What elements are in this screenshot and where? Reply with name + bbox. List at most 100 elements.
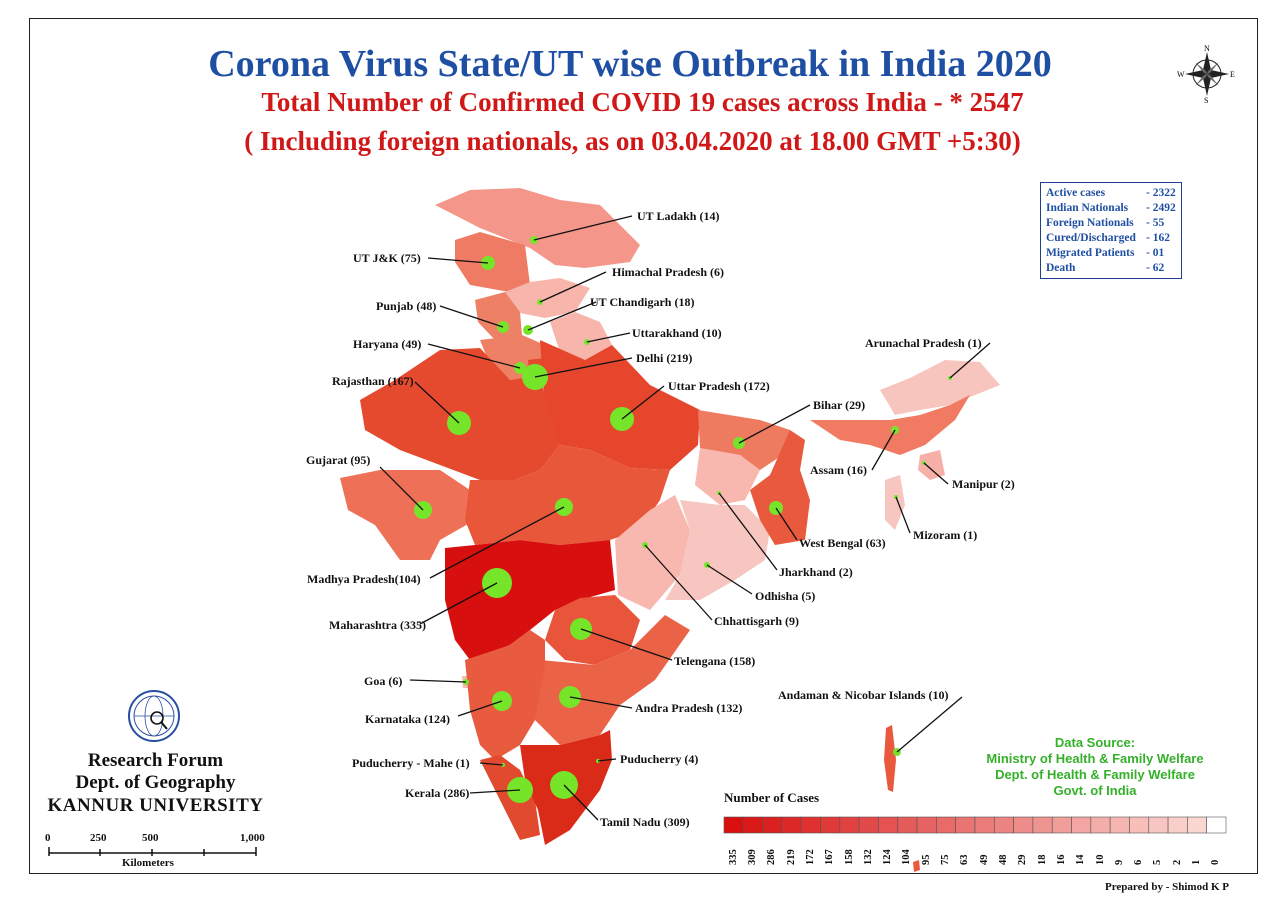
region-jharkhand bbox=[695, 448, 760, 505]
legend-label: 0 bbox=[1210, 859, 1222, 865]
legend-label: 9 bbox=[1113, 859, 1125, 865]
compass-s: S bbox=[1204, 96, 1208, 105]
region-assam bbox=[810, 395, 970, 455]
label-rajasthan: Rajasthan (167) bbox=[332, 374, 414, 388]
legend-cell bbox=[1167, 816, 1188, 834]
label-himachal: Himachal Pradesh (6) bbox=[612, 265, 724, 279]
scale-tick-1000: 1,000 bbox=[240, 832, 265, 844]
legend-label: 132 bbox=[862, 849, 874, 865]
legend-label: 10 bbox=[1094, 854, 1106, 866]
legend-cell bbox=[955, 816, 976, 834]
legend-cell bbox=[936, 816, 956, 834]
label-arunachal: Arunachal Pradesh (1) bbox=[865, 336, 982, 350]
label-mahe: Puducherry - Mahe (1) bbox=[352, 756, 470, 770]
label-west-bengal: West Bengal (63) bbox=[799, 536, 886, 550]
stat-row: Death - 62 bbox=[1046, 262, 1165, 274]
data-source: Data Source: Ministry of Health & Family… bbox=[986, 735, 1204, 798]
legend-label: 219 bbox=[785, 849, 797, 865]
stat-row: Migrated Patients - 01 bbox=[1046, 247, 1165, 259]
scale-unit: Kilometers bbox=[122, 857, 174, 869]
region-uttar-pradesh bbox=[540, 340, 700, 470]
legend-cell bbox=[762, 816, 783, 834]
region-punjab bbox=[475, 292, 522, 340]
map-subtitle: Total Number of Confirmed COVID 19 cases… bbox=[261, 87, 1024, 117]
stats-box: Active cases - 2322 Indian Nationals - 249… bbox=[1040, 182, 1182, 279]
label-tamil-nadu: Tamil Nadu (309) bbox=[600, 815, 690, 829]
legend-label: 167 bbox=[824, 849, 836, 865]
legend-cell bbox=[916, 816, 937, 834]
label-maharashtra: Maharashtra (335) bbox=[329, 618, 426, 632]
label-telangana: Telengana (158) bbox=[674, 654, 756, 668]
legend-title: Number of Cases bbox=[724, 790, 820, 805]
label-odisha: Odhisha (5) bbox=[755, 589, 816, 603]
region-uttarakhand bbox=[550, 312, 612, 360]
stat-row: Foreign Nationals - 55 bbox=[1046, 217, 1165, 229]
label-delhi: Delhi (219) bbox=[636, 351, 693, 365]
globe-logo-icon bbox=[128, 690, 180, 742]
legend-cell bbox=[820, 816, 841, 834]
legend-cell bbox=[858, 816, 879, 834]
region-telangana bbox=[545, 595, 640, 665]
region-arunachal bbox=[880, 360, 1000, 415]
label-madhya-pradesh: Madhya Pradesh(104) bbox=[307, 572, 421, 586]
label-karnataka: Karnataka (124) bbox=[365, 712, 450, 726]
region-gujarat bbox=[340, 470, 475, 560]
legend-cell bbox=[781, 816, 802, 834]
region-madhya-pradesh bbox=[465, 445, 670, 545]
label-andhra: Andra Pradesh (132) bbox=[635, 701, 743, 715]
legend-label: 286 bbox=[766, 849, 778, 865]
legend-label: 2 bbox=[1171, 859, 1183, 865]
legend-label: 63 bbox=[959, 854, 971, 866]
legend-cell bbox=[1051, 816, 1072, 834]
region-andaman bbox=[884, 725, 896, 792]
label-mizoram: Mizoram (1) bbox=[913, 528, 978, 542]
legend-label: 172 bbox=[804, 849, 816, 865]
legend-cell bbox=[1148, 816, 1169, 834]
label-jk: UT J&K (75) bbox=[353, 251, 421, 265]
legend-cell bbox=[1032, 816, 1053, 834]
stat-row: Active cases - 2322 bbox=[1046, 187, 1176, 199]
legend-bar bbox=[723, 816, 1227, 834]
legend-cell bbox=[994, 816, 1014, 834]
scale-tick-250: 250 bbox=[90, 832, 107, 844]
legend-cell bbox=[1013, 816, 1034, 834]
legend-label: 1 bbox=[1191, 859, 1203, 865]
region-maharashtra bbox=[445, 540, 615, 660]
legend-label: 335 bbox=[727, 849, 739, 865]
scale-tick-0: 0 bbox=[45, 832, 51, 844]
label-jharkhand: Jharkhand (2) bbox=[779, 565, 853, 579]
org-block: Research Forum Dept. of Geography KANNUR… bbox=[47, 750, 264, 816]
region-manipur bbox=[918, 450, 945, 480]
label-haryana: Haryana (49) bbox=[353, 337, 422, 351]
label-punjab: Punjab (48) bbox=[376, 299, 437, 313]
label-manipur: Manipur (2) bbox=[952, 477, 1015, 491]
legend-cell bbox=[723, 816, 744, 834]
legend-label: 16 bbox=[1055, 854, 1067, 866]
legend-label: 48 bbox=[997, 854, 1009, 866]
legend-label: 104 bbox=[901, 849, 913, 865]
legend-label: 49 bbox=[978, 854, 990, 866]
compass-n: N bbox=[1204, 44, 1210, 53]
label-ladakh: UT Ladakh (14) bbox=[637, 209, 720, 223]
legend-label: 124 bbox=[882, 849, 894, 865]
stat-row: Cured/Discharged - 162 bbox=[1046, 232, 1170, 244]
label-goa: Goa (6) bbox=[364, 674, 403, 688]
legend-cell bbox=[1187, 816, 1207, 834]
map-frame bbox=[29, 18, 1258, 874]
map-title: Corona Virus State/UT wise Outbreak in I… bbox=[208, 43, 1052, 85]
label-bihar: Bihar (29) bbox=[813, 398, 866, 412]
label-chhattisgarh: Chhattisgarh (9) bbox=[714, 614, 800, 628]
prepared-by: Prepared by - Shimod K P bbox=[1105, 881, 1229, 893]
leader-lines bbox=[379, 215, 991, 821]
label-chandigarh: UT Chandigarh (18) bbox=[590, 295, 695, 309]
stat-row: Indian Nationals - 2492 bbox=[1046, 202, 1176, 214]
compass-e: E bbox=[1230, 70, 1235, 79]
compass-w: W bbox=[1177, 70, 1185, 79]
legend-cell bbox=[743, 816, 763, 834]
label-uttar-pradesh: Uttar Pradesh (172) bbox=[668, 379, 770, 393]
legend-label: 5 bbox=[1152, 859, 1164, 865]
label-kerala: Kerala (286) bbox=[405, 786, 470, 800]
legend-label: 14 bbox=[1075, 854, 1087, 866]
legend-cell bbox=[1109, 816, 1130, 834]
